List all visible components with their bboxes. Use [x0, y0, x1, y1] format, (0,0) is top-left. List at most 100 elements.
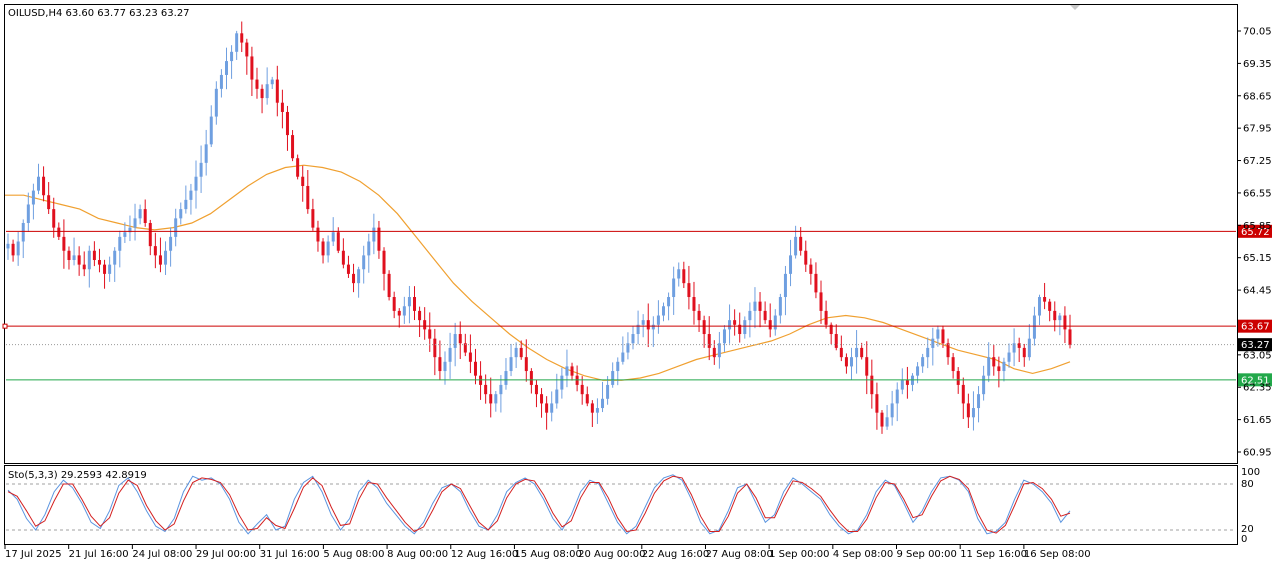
- bull-candle: [169, 236, 173, 251]
- bear-candle: [763, 310, 767, 321]
- bull-candle: [636, 324, 640, 335]
- level-handle-icon[interactable]: [2, 323, 8, 329]
- bear-candle: [62, 236, 66, 251]
- bull-candle: [900, 380, 904, 390]
- bear-candle: [143, 209, 147, 223]
- bear-candle: [870, 375, 874, 395]
- level-price-tag: [1238, 224, 1272, 238]
- bear-candle: [397, 310, 401, 316]
- stoch-level-20: 20: [1241, 524, 1254, 535]
- bull-candle: [504, 371, 508, 385]
- bull-candle: [26, 204, 30, 223]
- bull-candle: [794, 236, 798, 256]
- level-price-label: 63.67: [1241, 322, 1270, 333]
- bull-candle: [667, 297, 671, 307]
- bear-candle: [47, 195, 51, 210]
- bear-candle: [92, 250, 96, 261]
- bull-candle: [717, 343, 721, 358]
- bull-candle: [372, 227, 376, 242]
- price-tick-label: 67.95: [1243, 124, 1272, 135]
- bear-candle: [585, 394, 589, 404]
- bear-candle: [580, 384, 584, 395]
- bull-candle: [509, 357, 513, 372]
- bull-candle: [219, 74, 223, 89]
- bull-candle: [1058, 315, 1062, 321]
- bull-candle: [214, 88, 218, 117]
- bear-candle: [245, 42, 249, 57]
- price-axis: 70.05 69.35 68.65 67.95 67.25 66.55 65.85 65.15…: [1237, 27, 1272, 459]
- bear-candle: [296, 158, 300, 177]
- time-tick-label: 29 Jul 00:00: [196, 549, 256, 560]
- level-price-tag: [1238, 338, 1272, 352]
- bull-candle: [926, 347, 930, 358]
- level-price-label: 62.51: [1241, 375, 1270, 386]
- bull-candle: [743, 320, 747, 335]
- bear-candle: [768, 320, 772, 330]
- bull-candle: [448, 347, 452, 362]
- bull-candle: [855, 347, 859, 358]
- stochastic-label: Sto(5,3,3) 29.2593 42.8919: [8, 470, 147, 481]
- bear-candle: [956, 371, 960, 385]
- bull-candle: [1038, 297, 1042, 316]
- bear-candle: [438, 357, 442, 372]
- bull-candle: [626, 343, 630, 353]
- bear-candle: [570, 366, 574, 376]
- time-tick-label: 31 Jul 16:00: [260, 549, 320, 560]
- time-axis: 17 Jul 2025 21 Jul 16:00 24 Jul 08:00 29 Ju…: [4, 545, 1091, 560]
- bear-candle: [519, 347, 523, 358]
- bear-candle: [687, 283, 691, 298]
- bull-candle: [128, 227, 132, 233]
- bear-candle: [819, 292, 823, 311]
- bull-candle: [595, 408, 599, 413]
- bear-candle: [352, 273, 356, 284]
- bear-candle: [1053, 310, 1057, 321]
- bear-candle: [697, 310, 701, 321]
- bear-candle: [799, 236, 803, 251]
- bear-candle: [336, 232, 340, 251]
- bull-candle: [550, 403, 554, 413]
- bull-candle: [174, 218, 178, 237]
- bear-candle: [316, 227, 320, 242]
- bear-candle: [946, 343, 950, 358]
- bull-candle: [641, 320, 645, 325]
- bull-candle: [138, 209, 142, 219]
- level-price-label: 65.72: [1241, 227, 1270, 238]
- bull-candle: [36, 176, 40, 191]
- bear-candle: [1048, 301, 1052, 311]
- candles-layer: [6, 21, 1072, 434]
- bear-candle: [834, 334, 838, 348]
- bull-candle: [916, 366, 920, 376]
- stoch-level-100: 100: [1241, 467, 1260, 478]
- price-tick-label: 64.45: [1243, 286, 1272, 297]
- level-price-label: 63.27: [1241, 340, 1270, 351]
- level-price-tag: [1238, 319, 1272, 333]
- bear-candle: [153, 246, 157, 256]
- bear-candle: [382, 250, 386, 274]
- bear-candle: [692, 297, 696, 311]
- bear-candle: [291, 135, 295, 159]
- bear-candle: [524, 357, 528, 372]
- bull-candle: [555, 389, 559, 404]
- bull-candle: [31, 190, 35, 205]
- price-panel[interactable]: [4, 4, 1238, 464]
- bear-candle: [57, 227, 61, 237]
- bear-candle: [473, 361, 477, 376]
- bear-candle: [52, 209, 56, 228]
- bear-candle: [418, 310, 422, 321]
- bear-candle: [275, 79, 279, 103]
- time-tick-label: 11 Sep 16:00: [960, 549, 1027, 560]
- bull-candle: [895, 389, 899, 404]
- bear-candle: [1063, 315, 1067, 330]
- chart-shift-marker-icon[interactable]: [1070, 5, 1080, 10]
- bear-candle: [1022, 347, 1026, 358]
- bear-candle: [646, 320, 650, 330]
- time-tick-label: 22 Aug 16:00: [642, 549, 709, 560]
- bull-candle: [971, 408, 975, 418]
- bear-candle: [844, 357, 848, 367]
- bear-candle: [423, 320, 427, 330]
- bull-candle: [560, 375, 564, 390]
- bull-candle: [982, 375, 986, 395]
- bull-candle: [1032, 315, 1036, 339]
- bull-candle: [113, 250, 117, 265]
